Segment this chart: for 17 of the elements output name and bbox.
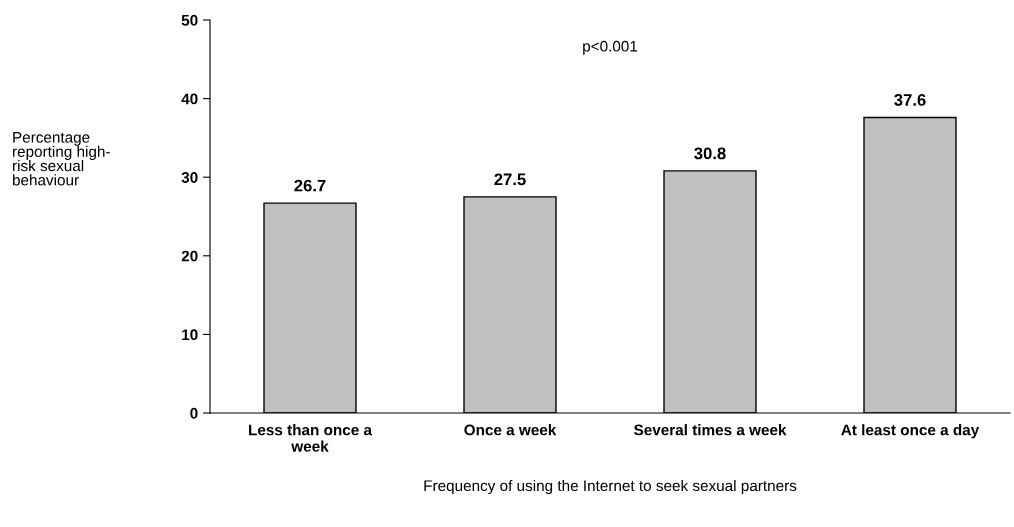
- annotation: p<0.001: [583, 40, 638, 55]
- x-tick-label: At least once a day: [841, 424, 980, 439]
- data-label: 37.6: [894, 94, 926, 106]
- y-tick-label: 20: [181, 250, 198, 262]
- x-tick-label: Once a week: [464, 424, 557, 436]
- y-tick-label: 10: [182, 329, 198, 341]
- y-tick-label: 30: [181, 172, 198, 183]
- y-tick-label: 0: [190, 407, 198, 419]
- x-tick-label: Less than once a week: [249, 424, 373, 452]
- y-tick-label: 50: [181, 14, 198, 26]
- data-label: 26.7: [294, 179, 326, 192]
- x-axis-title: Frequency of using the Internet to seek sexual partners: [424, 479, 797, 495]
- y-tick-label: 40: [181, 93, 198, 105]
- x-tick-label: Several times a week: [634, 424, 787, 436]
- y-axis-title: Percentage reporting high- risk sexual behaviour: [12, 132, 110, 186]
- data-label: 27.5: [494, 173, 526, 186]
- data-label: 30.8: [694, 147, 726, 160]
